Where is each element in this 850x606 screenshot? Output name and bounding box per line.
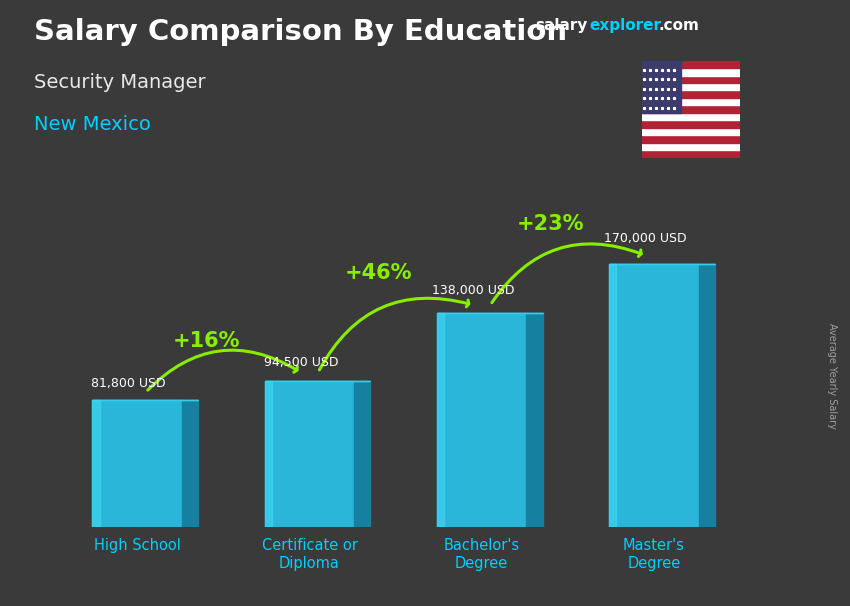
Bar [642,142,740,150]
Bar [642,113,740,120]
Text: 81,800 USD: 81,800 USD [91,377,166,390]
Bar [264,381,272,527]
Bar [437,313,444,527]
Bar [609,264,616,527]
Bar [642,76,740,83]
Bar [642,120,740,128]
Bar [642,68,740,76]
Text: explorer: explorer [589,18,661,33]
Polygon shape [182,401,198,527]
Bar [264,381,354,527]
Bar [437,313,526,527]
Bar [642,83,740,90]
Text: 138,000 USD: 138,000 USD [432,284,514,298]
Polygon shape [354,381,371,527]
Bar [609,264,699,527]
Text: +46%: +46% [344,263,412,283]
Bar [642,150,740,158]
Polygon shape [699,264,715,527]
Text: +23%: +23% [517,214,584,234]
Text: 170,000 USD: 170,000 USD [604,231,687,245]
Bar [642,98,740,105]
Bar [642,90,740,98]
Bar [642,135,740,142]
Bar [642,128,740,135]
Bar [642,61,681,113]
Text: +16%: +16% [173,331,240,351]
Text: .com: .com [659,18,700,33]
Text: Security Manager: Security Manager [34,73,206,92]
Bar [93,401,99,527]
Polygon shape [526,313,542,527]
Bar [93,401,182,527]
Bar [642,61,740,68]
Text: Average Yearly Salary: Average Yearly Salary [827,323,837,428]
Bar [642,105,740,113]
Text: salary: salary [536,18,588,33]
Text: Salary Comparison By Education: Salary Comparison By Education [34,18,567,46]
Text: 94,500 USD: 94,500 USD [264,356,338,369]
Text: New Mexico: New Mexico [34,115,151,134]
